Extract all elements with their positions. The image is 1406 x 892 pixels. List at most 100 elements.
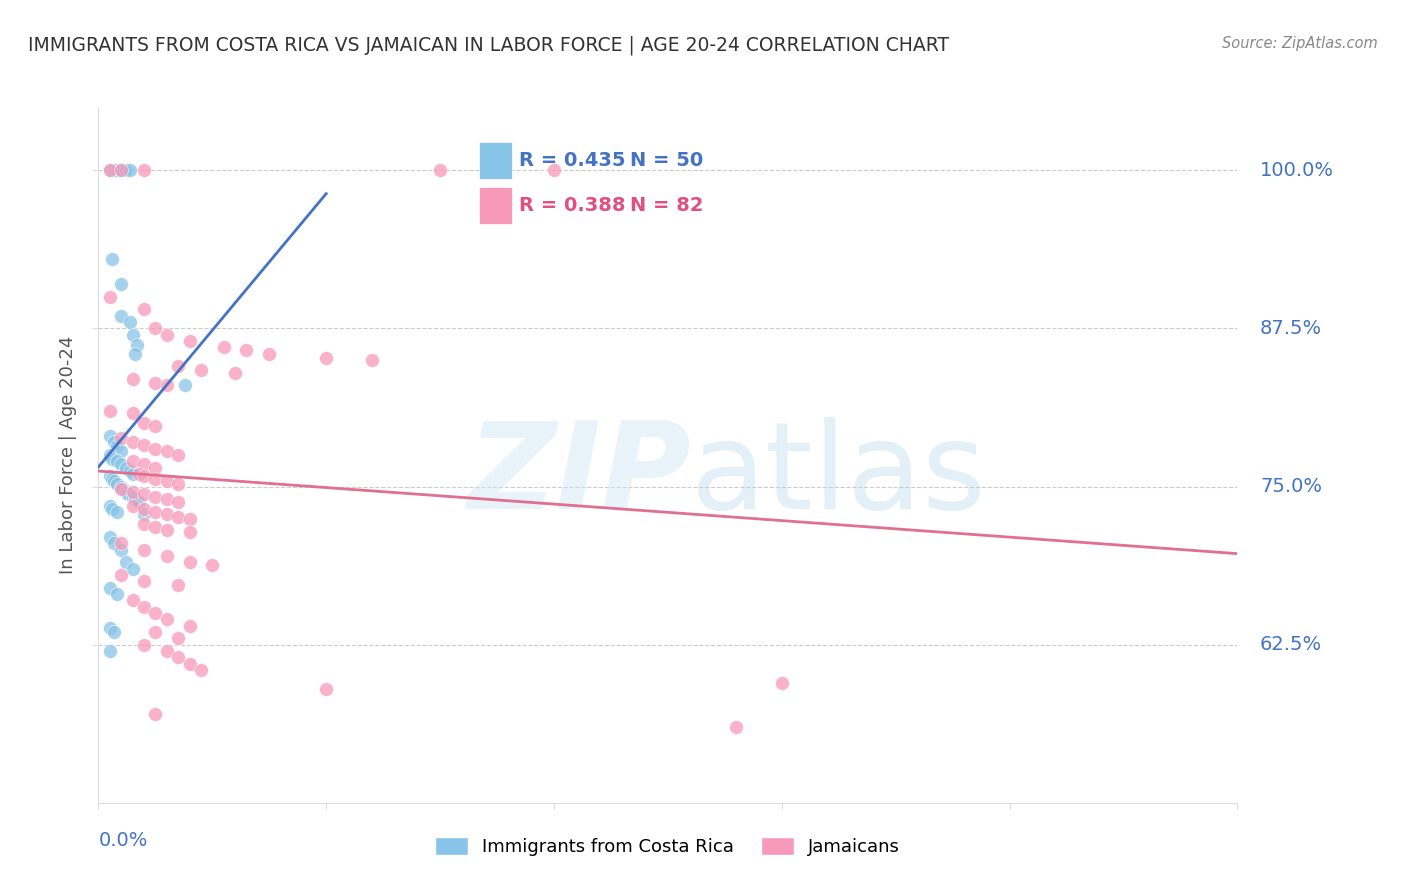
- Point: [120, 315, 142, 329]
- Point: [98, 163, 121, 178]
- Text: atlas: atlas: [690, 417, 986, 534]
- Point: [145, 418, 167, 433]
- Point: [174, 378, 197, 392]
- Point: [98, 644, 121, 658]
- Point: [110, 163, 132, 178]
- Point: [145, 442, 167, 456]
- Point: [167, 448, 190, 462]
- Point: [145, 490, 167, 504]
- Point: [105, 454, 128, 468]
- Point: [132, 469, 155, 483]
- Point: [212, 340, 235, 354]
- Point: [114, 556, 136, 570]
- Point: [120, 163, 142, 178]
- Point: [121, 490, 143, 504]
- Text: 0.0%: 0.0%: [98, 830, 148, 850]
- Point: [179, 657, 201, 671]
- Point: [156, 549, 179, 563]
- Text: 75.0%: 75.0%: [1260, 477, 1322, 496]
- Point: [224, 366, 246, 380]
- Point: [259, 347, 281, 361]
- Point: [114, 484, 136, 499]
- Point: [110, 542, 132, 557]
- Point: [98, 290, 121, 304]
- Point: [110, 277, 132, 292]
- Point: [110, 457, 132, 471]
- Point: [98, 163, 121, 178]
- Point: [98, 621, 121, 635]
- Point: [132, 457, 155, 471]
- Point: [167, 632, 190, 646]
- Point: [156, 644, 179, 658]
- Point: [132, 487, 155, 501]
- Point: [179, 525, 201, 540]
- Point: [132, 542, 155, 557]
- Point: [190, 363, 212, 377]
- Point: [543, 163, 565, 178]
- Point: [179, 556, 201, 570]
- Point: [429, 163, 451, 178]
- Text: ZIP: ZIP: [467, 417, 690, 534]
- Point: [103, 435, 125, 450]
- Point: [725, 720, 748, 734]
- Point: [103, 163, 125, 178]
- Point: [132, 302, 155, 317]
- Point: [120, 464, 142, 478]
- Point: [132, 508, 155, 522]
- Point: [167, 477, 190, 491]
- Point: [110, 309, 132, 323]
- Point: [121, 435, 143, 450]
- Point: [315, 681, 337, 696]
- Point: [121, 562, 143, 576]
- Text: Source: ZipAtlas.com: Source: ZipAtlas.com: [1222, 36, 1378, 51]
- Legend: Immigrants from Costa Rica, Jamaicans: Immigrants from Costa Rica, Jamaicans: [429, 830, 907, 863]
- Point: [98, 499, 121, 513]
- Point: [103, 625, 125, 640]
- Point: [145, 625, 167, 640]
- Point: [121, 593, 143, 607]
- Point: [101, 451, 124, 466]
- Point: [105, 477, 128, 491]
- Point: [101, 252, 124, 266]
- Point: [145, 520, 167, 534]
- Point: [156, 327, 179, 342]
- Point: [121, 467, 143, 481]
- Point: [112, 482, 135, 496]
- Point: [110, 568, 132, 582]
- Point: [132, 599, 155, 614]
- Point: [145, 707, 167, 722]
- Point: [98, 429, 121, 443]
- Point: [156, 523, 179, 537]
- Point: [101, 472, 124, 486]
- Point: [132, 438, 155, 452]
- Point: [110, 432, 132, 446]
- Point: [167, 650, 190, 665]
- Point: [145, 472, 167, 486]
- Text: IMMIGRANTS FROM COSTA RICA VS JAMAICAN IN LABOR FORCE | AGE 20-24 CORRELATION CH: IMMIGRANTS FROM COSTA RICA VS JAMAICAN I…: [28, 36, 949, 55]
- Point: [128, 494, 150, 508]
- Point: [235, 343, 257, 357]
- Point: [132, 517, 155, 532]
- Point: [167, 359, 190, 374]
- Point: [156, 378, 179, 392]
- Point: [156, 475, 179, 489]
- Point: [98, 448, 121, 462]
- Point: [132, 417, 155, 431]
- Point: [132, 638, 155, 652]
- Point: [145, 460, 167, 475]
- Point: [167, 509, 190, 524]
- Point: [114, 163, 136, 178]
- Point: [145, 606, 167, 620]
- Point: [98, 581, 121, 595]
- Point: [156, 612, 179, 626]
- Point: [145, 505, 167, 519]
- Point: [167, 494, 190, 508]
- Point: [179, 334, 201, 348]
- Point: [121, 406, 143, 420]
- Point: [145, 321, 167, 335]
- Point: [132, 163, 155, 178]
- Point: [201, 558, 224, 572]
- Point: [121, 484, 143, 499]
- Point: [124, 492, 146, 507]
- Point: [145, 376, 167, 390]
